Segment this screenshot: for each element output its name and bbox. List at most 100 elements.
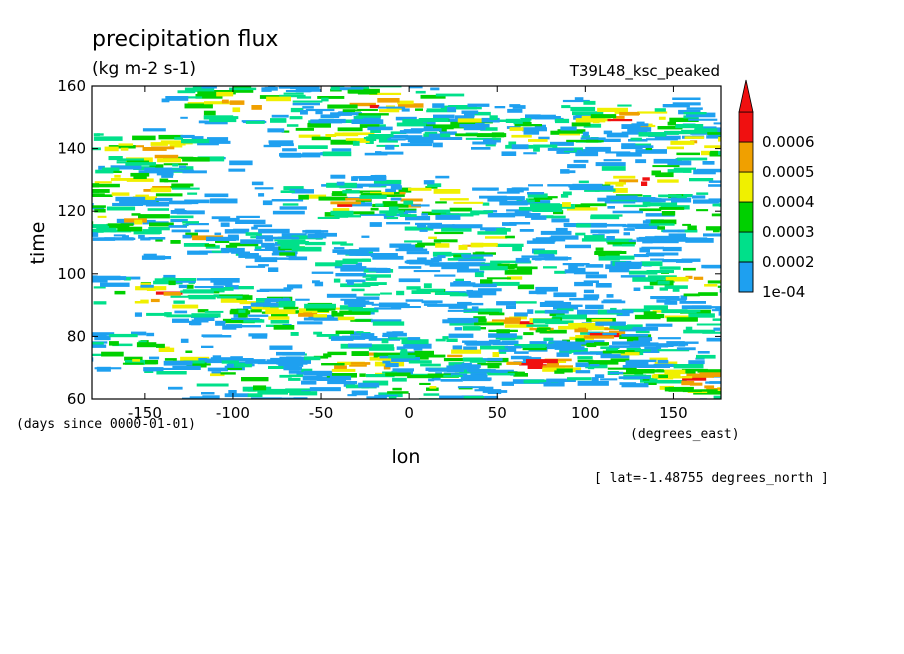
precip-streak (595, 321, 626, 326)
precip-streak (472, 283, 497, 288)
precip-streak (172, 304, 199, 309)
precip-streak (110, 178, 141, 181)
precip-streak (38, 170, 65, 174)
precip-streak (379, 124, 386, 128)
precip-streak (352, 141, 360, 146)
precip-streak (392, 387, 402, 391)
precip-streak (326, 293, 357, 298)
precip-streak (359, 213, 389, 216)
precip-streak (426, 110, 457, 113)
precip-streak (527, 192, 545, 195)
precip-streak (373, 179, 402, 185)
precip-streak (215, 240, 230, 243)
precip-streak (187, 250, 208, 255)
precip-streak (455, 133, 484, 137)
precip-streak (164, 358, 177, 361)
precip-streak (590, 114, 617, 119)
precip-streak (650, 258, 664, 261)
precip-streak (222, 325, 237, 330)
precip-streak (496, 228, 511, 232)
precip-streak (432, 142, 443, 148)
y-axis-ticks: 60 80 100 120 140 160 (57, 77, 721, 408)
precip-streak (583, 294, 600, 299)
precip-streak (487, 372, 515, 376)
precip-streak (288, 370, 308, 374)
precip-streak (743, 367, 765, 370)
precip-streak (606, 238, 633, 244)
precip-streak (525, 213, 541, 218)
precip-streak (333, 278, 341, 283)
precip-streak (408, 360, 432, 364)
precip-streak (385, 188, 396, 193)
precip-streak (427, 303, 459, 307)
precip-streak (577, 356, 593, 360)
precip-streak (332, 208, 350, 213)
precip-streak (708, 184, 721, 187)
precip-streak (758, 215, 768, 219)
precip-streak (368, 134, 394, 137)
precip-streak (555, 118, 570, 124)
precip-streak (356, 331, 364, 334)
precip-streak (607, 119, 633, 122)
precip-streak (575, 338, 585, 343)
precip-streak (118, 143, 134, 146)
precip-streak (462, 326, 481, 331)
precip-streak (511, 187, 523, 190)
precip-streak (668, 386, 694, 392)
precip-streak (174, 310, 188, 314)
precip-streak (607, 206, 615, 209)
precip-streak (231, 317, 260, 320)
precip-streak (585, 146, 611, 152)
precip-streak (657, 226, 665, 230)
precip-streak (610, 307, 617, 312)
precip-streak (526, 359, 558, 364)
precip-streak (185, 232, 198, 238)
precip-streak (366, 374, 395, 378)
precip-streak (472, 187, 499, 191)
precip-streak (262, 200, 273, 206)
precip-streak (447, 317, 479, 323)
precip-streak (577, 359, 594, 363)
precip-streak (373, 194, 405, 197)
precip-streak (656, 380, 687, 384)
precip-streak (408, 86, 423, 89)
precip-streak (677, 229, 698, 233)
precip-cluster (311, 265, 497, 312)
precip-streak (547, 147, 574, 151)
precip-streak (401, 339, 429, 345)
precip-streak (658, 194, 682, 198)
precip-streak (156, 371, 187, 375)
precip-streak (446, 368, 464, 372)
precip-streak (161, 98, 170, 103)
precip-streak (453, 201, 484, 204)
precip-streak (643, 311, 657, 316)
precip-streak (370, 128, 381, 133)
precip-streak (602, 350, 625, 354)
precip-streak (550, 235, 579, 240)
precip-streak (370, 207, 379, 211)
precip-streak (547, 184, 579, 187)
precip-streak (288, 256, 308, 261)
precip-streak (198, 120, 208, 124)
precip-streak (672, 288, 680, 292)
precip-streak (245, 121, 265, 124)
precip-streak (583, 289, 594, 294)
precip-streak (666, 317, 698, 322)
precip-streak (713, 122, 721, 125)
precip-streak (264, 237, 274, 242)
precip-streak (271, 313, 288, 318)
precip-streak (359, 124, 380, 128)
precip-streak (482, 390, 508, 393)
precip-streak (651, 170, 661, 176)
precip-streak (400, 198, 423, 202)
precip-streak (453, 254, 462, 258)
precip-streak (454, 364, 481, 368)
precip-streak (178, 284, 188, 289)
precip-streak (437, 255, 446, 259)
precip-streak (264, 246, 291, 250)
precip-streak (697, 351, 710, 354)
precip-streak (224, 365, 240, 368)
precip-streak (555, 314, 587, 320)
precip-streak (385, 144, 395, 150)
precip-streak (679, 301, 706, 304)
